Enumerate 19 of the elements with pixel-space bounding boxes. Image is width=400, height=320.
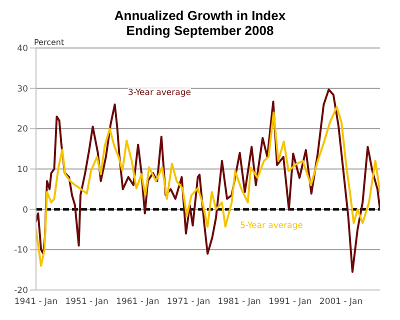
series-label: 5-Year average — [240, 221, 303, 231]
x-tick-label: 1981 - Jan — [218, 297, 261, 308]
x-tick-label: 1991 - Jan — [268, 297, 312, 308]
y-tick-label: 20 — [17, 124, 28, 135]
x-tick-label: 1951 - Jan — [65, 297, 108, 308]
y-tick-label: 10 — [17, 165, 28, 176]
y-tick-label: 40 — [17, 44, 28, 54]
x-tick-label: 1961 - Jan — [116, 297, 160, 308]
y-tick-label: 30 — [17, 84, 28, 94]
x-tick-label: 2001 - Jan — [319, 297, 363, 308]
y-tick-label: -20 — [14, 286, 28, 296]
x-tick-label: 1941 - Jan — [14, 297, 58, 308]
chart-title: Annualized Growth in Index — [113, 8, 287, 23]
y-tick-label: -10 — [14, 246, 28, 256]
y-axis-title: Percent — [34, 38, 64, 47]
chart-subtitle: Ending September 2008 — [125, 23, 275, 38]
x-tick-label: 1971 - Jan — [166, 297, 210, 308]
y-tick-label: 0 — [22, 205, 28, 216]
series-label: 3-Year average — [128, 88, 191, 98]
